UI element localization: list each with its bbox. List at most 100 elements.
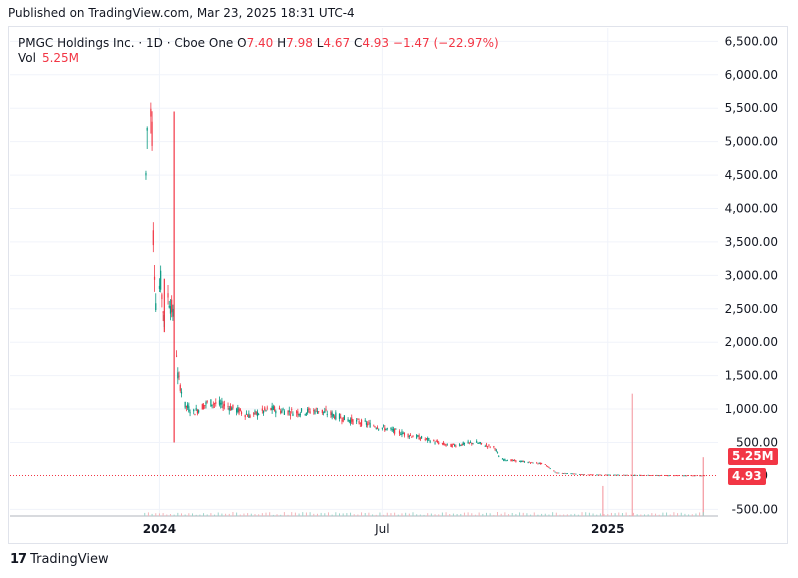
candle-body — [522, 461, 524, 462]
candle-body — [408, 435, 410, 437]
candle-body — [281, 410, 283, 413]
candle-body — [657, 475, 659, 477]
candle-body — [469, 442, 472, 444]
candle-body — [178, 375, 180, 377]
candle-body — [332, 414, 334, 417]
candle-body — [695, 475, 697, 477]
tradingview-brand: TradingView — [30, 552, 109, 567]
y-tick-label: 2,000.00 — [725, 335, 778, 349]
candle-body — [394, 428, 396, 434]
candle-body — [385, 428, 387, 431]
candle-body — [349, 419, 352, 424]
tradingview-logo[interactable]: 𝟭𝟳 TradingView — [10, 552, 109, 567]
candle-body — [591, 474, 593, 476]
candle-body — [684, 475, 686, 477]
candle-body — [357, 418, 359, 420]
candle-body — [692, 475, 695, 477]
candle-body — [446, 443, 448, 445]
candle-body — [187, 404, 189, 408]
candle-body — [180, 391, 183, 394]
candle-body — [398, 430, 401, 434]
candle-body — [468, 442, 470, 444]
candle-body — [691, 475, 693, 477]
candle-body — [471, 442, 473, 445]
candle-body — [228, 407, 230, 411]
candle-body — [441, 443, 443, 444]
candle-body — [416, 434, 418, 439]
candle-body — [204, 405, 206, 406]
candle-body — [152, 230, 154, 246]
candle-body — [265, 410, 267, 411]
candle-body — [237, 407, 239, 412]
candle-body — [532, 462, 534, 464]
candle-body — [356, 419, 358, 422]
candle-body — [531, 461, 533, 463]
candle-body — [506, 460, 508, 462]
y-tick-label: 4,500.00 — [725, 168, 778, 182]
candle-body — [418, 435, 420, 440]
candle-body — [578, 474, 581, 476]
candle-body — [544, 464, 546, 465]
candle-body — [273, 406, 276, 411]
candle-body — [373, 425, 375, 427]
candle-body — [460, 445, 462, 447]
candle-body — [495, 449, 497, 451]
candle-body — [409, 435, 412, 436]
candle-body — [650, 475, 652, 476]
x-tick-label: 2024 — [143, 522, 176, 536]
candle-body — [647, 474, 649, 476]
candle-body — [262, 410, 265, 414]
y-tick-label: 6,000.00 — [725, 68, 778, 82]
candle-body — [392, 428, 394, 432]
candle-body — [614, 474, 616, 476]
candle-body — [231, 407, 233, 411]
candle-body — [188, 406, 190, 412]
candle-body — [179, 385, 181, 391]
y-tick-label: 3,000.00 — [725, 268, 778, 282]
candle-body — [229, 405, 232, 411]
candle-body — [287, 410, 289, 415]
candle-body — [374, 426, 376, 428]
x-tick-label: Jul — [374, 522, 389, 536]
candle-body — [266, 407, 268, 409]
candle-body — [258, 414, 260, 415]
candle-body — [643, 475, 646, 476]
candle-body — [360, 419, 363, 426]
legend-close: C4.93 — [353, 36, 390, 50]
candle-body — [616, 474, 619, 476]
candle-body — [215, 402, 217, 404]
candle-body — [402, 433, 404, 435]
candle-body — [172, 308, 174, 317]
volume-legend: Vol 5.25M — [18, 51, 79, 65]
candle-body — [352, 419, 354, 424]
candle-body — [291, 409, 293, 411]
candle-body — [480, 442, 483, 444]
candle-body — [635, 474, 637, 476]
candle-body — [563, 473, 565, 474]
candle-body — [307, 408, 309, 413]
candle-body — [198, 410, 200, 413]
y-tick-label: 4,000.00 — [725, 201, 778, 215]
candle-body — [343, 415, 346, 421]
candle-body — [443, 442, 445, 445]
candle-body — [194, 414, 196, 416]
candle-body — [548, 467, 550, 468]
candle-body — [325, 409, 327, 411]
candle-body — [520, 460, 522, 463]
candle-body — [400, 434, 402, 436]
candle-body — [451, 444, 453, 448]
candle-body — [175, 355, 178, 357]
candle-body — [278, 407, 281, 410]
candle-body — [476, 441, 478, 443]
candle-body — [347, 419, 349, 422]
candle-body — [529, 462, 532, 464]
candle-body — [275, 410, 277, 414]
candle-body — [384, 427, 386, 431]
candle-body — [570, 473, 572, 475]
legend-symbol[interactable]: PMGC Holdings Inc. · 1D · Cboe One — [18, 36, 234, 50]
candle-body — [314, 410, 316, 414]
candle-body — [403, 432, 406, 436]
candle-body — [541, 462, 543, 464]
candle-body — [322, 411, 325, 413]
